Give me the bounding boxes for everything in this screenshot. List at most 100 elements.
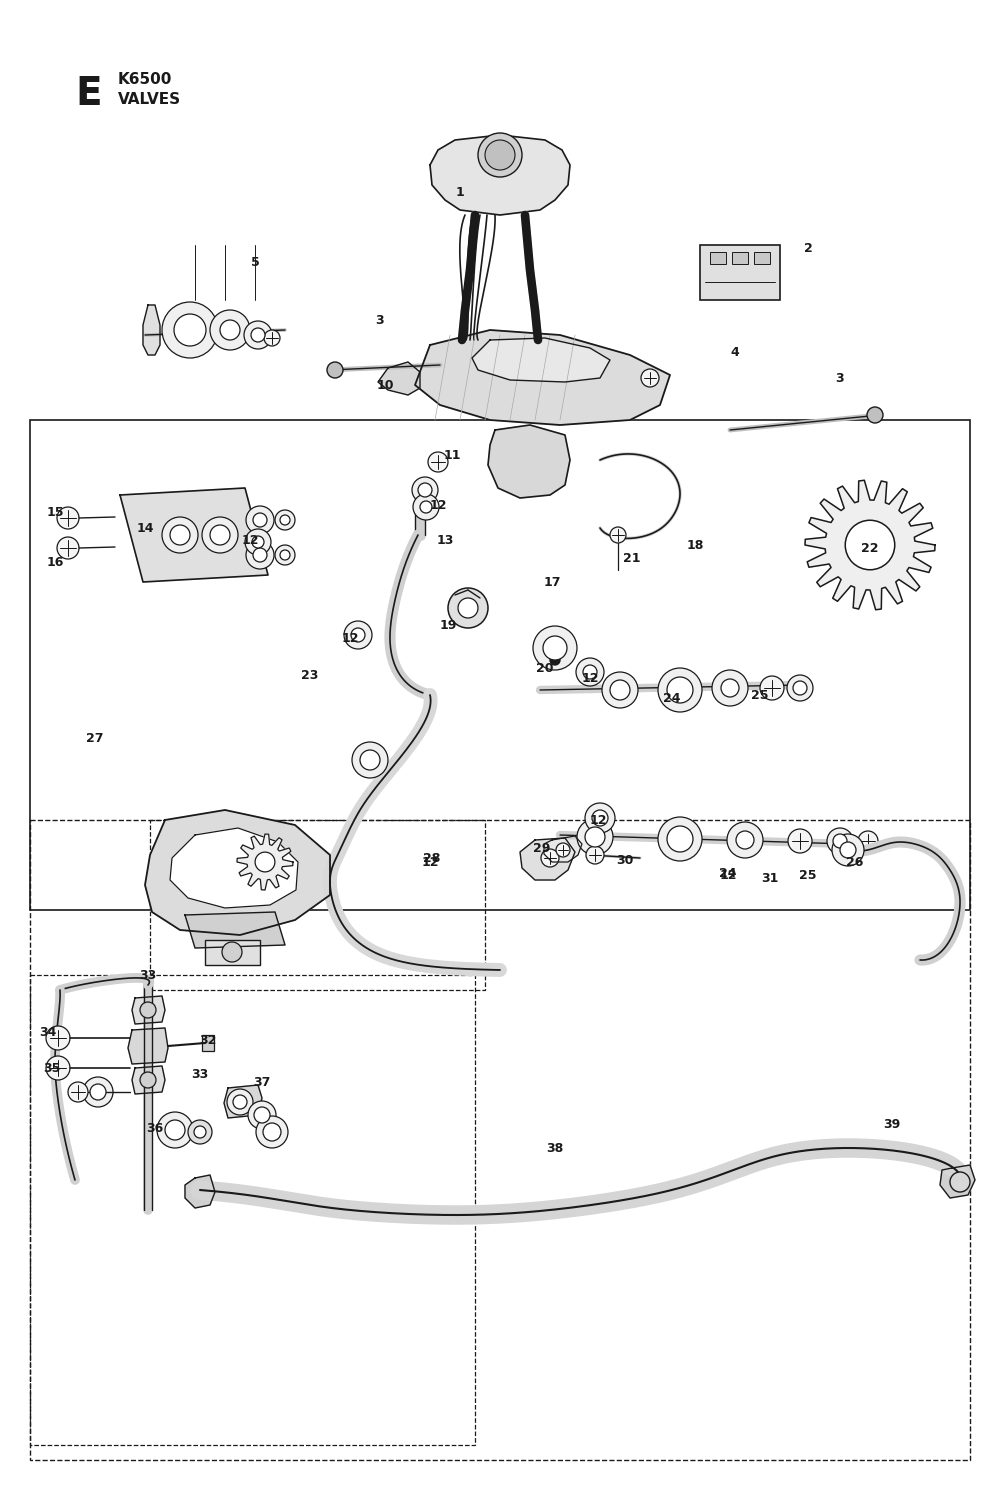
Circle shape — [858, 830, 878, 851]
Text: 12: 12 — [421, 856, 439, 869]
Text: 39: 39 — [883, 1119, 901, 1131]
Text: 24: 24 — [663, 691, 681, 705]
Circle shape — [280, 551, 290, 560]
Circle shape — [162, 518, 198, 554]
Text: 27: 27 — [86, 732, 104, 745]
Text: 20: 20 — [536, 661, 554, 675]
Circle shape — [264, 331, 280, 346]
Polygon shape — [143, 305, 160, 355]
Circle shape — [413, 494, 439, 521]
Circle shape — [246, 506, 274, 534]
Text: 15: 15 — [46, 506, 64, 519]
Circle shape — [352, 742, 388, 778]
Text: 12: 12 — [581, 672, 599, 685]
Circle shape — [90, 1085, 106, 1100]
Polygon shape — [132, 1067, 165, 1094]
Circle shape — [478, 133, 522, 177]
Polygon shape — [805, 480, 935, 610]
Text: 28: 28 — [423, 851, 441, 865]
Circle shape — [602, 672, 638, 708]
Polygon shape — [145, 809, 330, 935]
Bar — [30, 975, 475, 1445]
Polygon shape — [520, 838, 575, 880]
Circle shape — [251, 328, 265, 343]
Text: 21: 21 — [623, 552, 641, 564]
Text: K6500: K6500 — [118, 72, 172, 87]
Circle shape — [832, 833, 864, 866]
Circle shape — [533, 625, 577, 670]
Circle shape — [576, 658, 604, 687]
Text: 34: 34 — [39, 1025, 57, 1038]
Circle shape — [255, 853, 275, 872]
Circle shape — [585, 827, 605, 847]
Circle shape — [327, 362, 343, 378]
Circle shape — [194, 1126, 206, 1138]
Circle shape — [275, 510, 295, 530]
Circle shape — [556, 844, 570, 857]
Bar — [496, 346, 531, 367]
Text: VALVES: VALVES — [118, 91, 181, 108]
Bar — [30, 420, 970, 910]
Circle shape — [667, 678, 693, 703]
Text: 3: 3 — [836, 371, 844, 384]
Circle shape — [220, 320, 240, 340]
Circle shape — [245, 530, 271, 555]
Circle shape — [254, 1107, 270, 1123]
Circle shape — [360, 749, 380, 770]
Circle shape — [253, 513, 267, 527]
Circle shape — [246, 542, 274, 568]
Text: 1: 1 — [456, 186, 464, 199]
Text: 4: 4 — [731, 346, 739, 359]
Polygon shape — [128, 1028, 168, 1064]
Circle shape — [577, 818, 613, 856]
Circle shape — [840, 842, 856, 859]
Circle shape — [583, 666, 597, 679]
Circle shape — [485, 141, 515, 171]
Bar — [455, 346, 490, 367]
Circle shape — [202, 518, 238, 554]
Circle shape — [210, 310, 250, 350]
Text: 12: 12 — [341, 631, 359, 645]
Text: E: E — [75, 75, 102, 114]
Circle shape — [736, 830, 754, 850]
Circle shape — [244, 322, 272, 349]
Circle shape — [845, 521, 895, 570]
Circle shape — [420, 501, 432, 513]
Text: 33: 33 — [191, 1068, 209, 1082]
Circle shape — [174, 314, 206, 346]
Polygon shape — [488, 425, 570, 498]
Polygon shape — [378, 362, 420, 395]
Polygon shape — [472, 338, 610, 381]
Circle shape — [541, 850, 559, 868]
Circle shape — [667, 826, 693, 853]
Text: 38: 38 — [546, 1141, 564, 1155]
Circle shape — [418, 483, 432, 497]
Circle shape — [721, 679, 739, 697]
Circle shape — [712, 670, 748, 706]
Circle shape — [188, 1121, 212, 1144]
Text: 17: 17 — [543, 576, 561, 588]
Circle shape — [867, 407, 883, 423]
Text: 16: 16 — [46, 555, 64, 568]
Circle shape — [428, 452, 448, 473]
Circle shape — [140, 1002, 156, 1017]
Circle shape — [256, 1116, 288, 1147]
Circle shape — [170, 525, 190, 545]
Text: 25: 25 — [751, 688, 769, 702]
Circle shape — [543, 636, 567, 660]
Text: 29: 29 — [533, 842, 551, 854]
Text: 18: 18 — [686, 539, 704, 552]
Circle shape — [793, 681, 807, 696]
Text: 30: 30 — [616, 854, 634, 866]
Text: 10: 10 — [376, 378, 394, 392]
Polygon shape — [120, 488, 268, 582]
Circle shape — [227, 1089, 253, 1115]
Circle shape — [57, 507, 79, 530]
Circle shape — [658, 817, 702, 862]
Circle shape — [412, 477, 438, 503]
Text: 31: 31 — [761, 872, 779, 884]
Circle shape — [610, 681, 630, 700]
Text: 26: 26 — [846, 856, 864, 869]
Circle shape — [162, 302, 218, 358]
Circle shape — [83, 1077, 113, 1107]
